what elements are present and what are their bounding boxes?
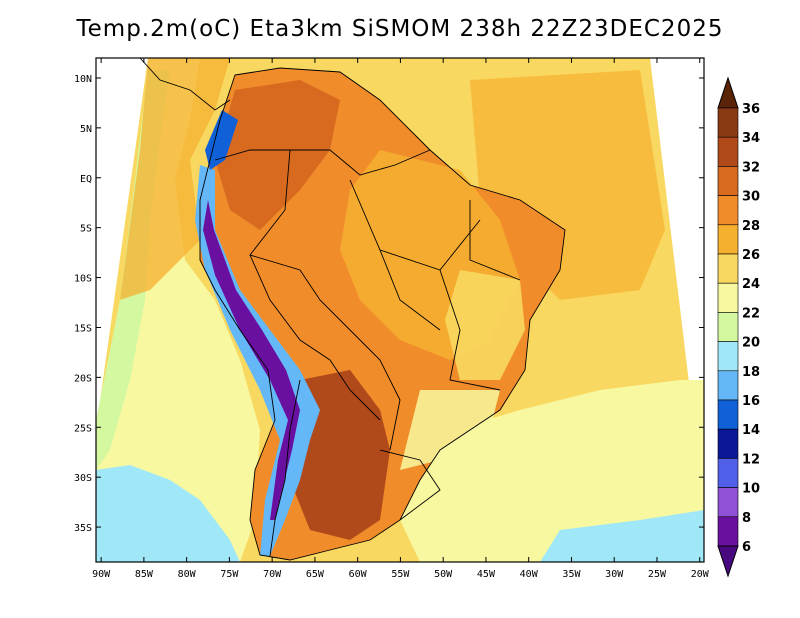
lon-tick-label: 35W [562,569,581,580]
border-argentina-chile [269,379,301,557]
colorbar-swatch [717,399,739,430]
lon-tick-label: 90W [92,569,111,580]
southeast-mild-zone [400,390,500,470]
colorbar-swatch [717,341,739,372]
lat-tick-label: 5N [80,124,92,135]
lon-tick-label: 40W [520,569,539,580]
colorbar-swatch [717,458,739,488]
lon-tick-label: 55W [391,569,410,580]
colorbar-swatch [717,428,739,459]
colorbar-swatch [717,370,739,401]
border-colombia [214,149,290,161]
colorbar-swatch [717,487,739,518]
state-borders-1 [349,179,481,271]
colorbar-label: 18 [742,365,760,380]
colorbar-label: 22 [742,306,760,321]
colorbar-swatch [717,166,739,196]
colorbar-label: 6 [742,540,751,555]
lon-tick-label: 25W [648,569,667,580]
lon-tick-label: 20W [691,569,710,580]
lat-tick-label: 10N [74,74,92,85]
longitude-axis: 90W 85W 80W 75W 70W 65W 60W 55W 50W 45W 40W 35W 30W 2… [92,58,710,580]
andes-blue-strip [205,110,238,170]
pacific-warm-zone [120,58,230,300]
colorbar-label: 20 [742,336,760,351]
andes-coldest-strip [203,200,300,520]
lon-tick-label: 60W [349,569,368,580]
state-borders-4 [469,200,521,281]
lat-tick-label: 5S [80,224,92,235]
atlantic-cold-zone [540,510,704,562]
coastline [199,67,566,561]
temperature-field [96,58,704,562]
lon-tick-label: 85W [135,569,154,580]
border-peru-bolivia [249,254,381,421]
lon-tick-label: 75W [220,569,239,580]
border-uruguay [379,449,441,521]
colorbar-label: 32 [742,160,760,175]
lat-tick-label: 25S [74,423,92,434]
colorbar-swatch [717,195,739,226]
central-america [139,58,231,111]
lat-tick-label: 30S [74,473,92,484]
border-brazil-west [249,149,401,451]
colorbar-label: 26 [742,248,760,263]
northeast-mild-zone [445,270,525,380]
lat-tick-label: 15S [74,323,92,334]
lon-tick-label: 30W [605,569,624,580]
colorbar-label: 28 [742,219,760,234]
state-borders-3 [379,249,441,331]
colorbar-swatch [717,136,739,167]
colorbar-label: 10 [742,482,760,497]
colorbar-swatch [717,516,739,547]
lon-tick-label: 50W [434,569,453,580]
map-title: Temp.2m(oC) Eta3km SiSMOM 238h 22Z23DEC2… [76,16,724,42]
latitude-axis: 10N 5N EQ 5S 10S 15S 20S 25S 30S 35S [74,74,704,534]
lon-tick-label: 65W [306,569,325,580]
colorbar-label: 16 [742,394,760,409]
colorbar-swatch [717,224,739,255]
country-borders [139,58,566,561]
colorbar-swatch [717,282,739,313]
border-brazil-north [290,149,431,176]
colorbar-label: 12 [742,452,760,467]
colorbar-label: 34 [742,131,760,146]
colorbar-swatch [717,253,739,284]
lat-tick-label: 20S [74,373,92,384]
lat-tick-label: 35S [74,523,92,534]
lat-tick-label: EQ [80,174,92,185]
lat-tick-label: 10S [74,274,92,285]
colorbar-label: 24 [742,277,760,292]
lon-tick-label: 80W [178,569,197,580]
colorbar-swatch [717,312,739,342]
amazon-hot-zone [215,80,340,230]
colorbar-top-arrow [717,76,739,109]
colorbar-swatch [717,107,739,138]
colorbar-bottom-arrow [717,545,739,578]
colorbar-label: 36 [742,102,760,117]
state-borders-2 [439,269,501,391]
pacific-cold-zone [96,465,240,562]
colorbar-label: 8 [742,511,751,526]
colorbar: 36 34 32 30 28 26 24 22 20 18 16 14 12 10 8 6 [717,76,760,578]
lon-tick-label: 45W [477,569,496,580]
colorbar-label: 30 [742,190,760,205]
lon-tick-label: 70W [263,569,282,580]
colorbar-label: 14 [742,423,760,438]
